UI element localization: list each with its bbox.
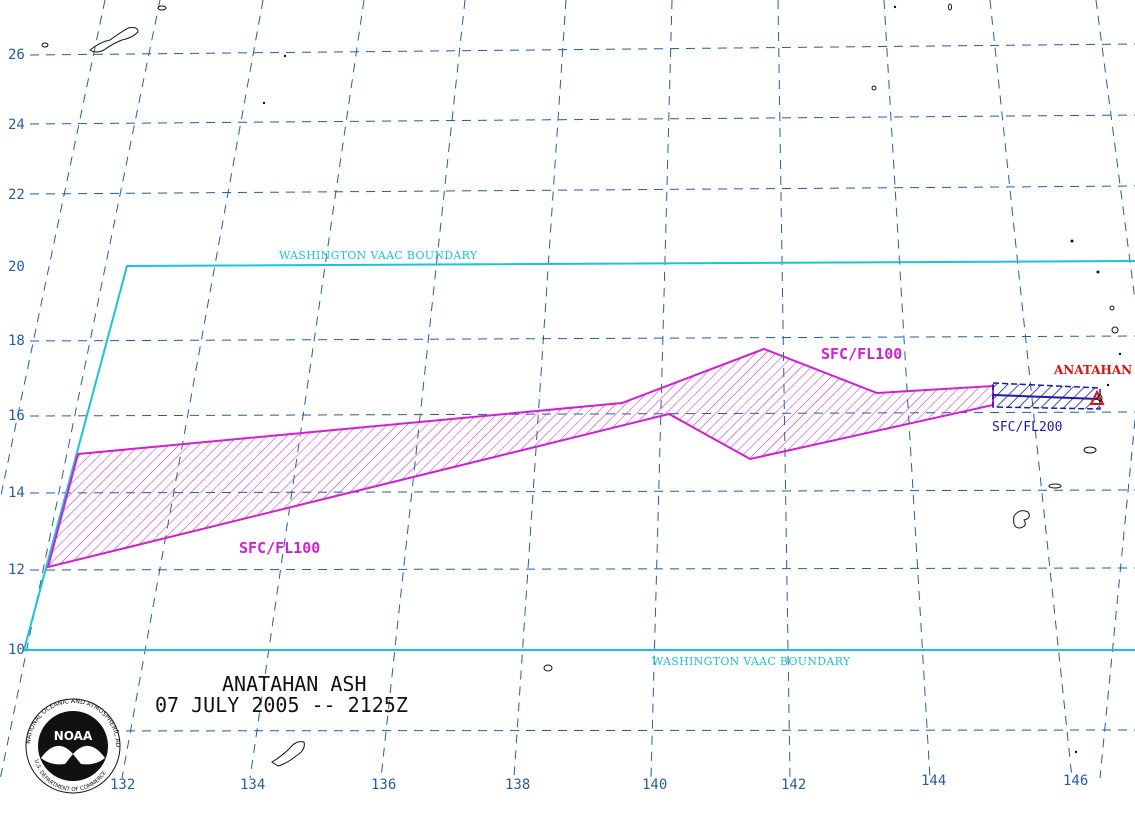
lon-label-140: 140: [642, 777, 668, 793]
ash-zone-label-fl200: SFC/FL200: [992, 420, 1063, 435]
lat-line-18: [29, 335, 1135, 342]
lat-line-8: [29, 729, 1135, 732]
island-2: [41, 42, 49, 48]
vaac-boundary-label-north: WASHINGTON VAAC BOUNDARY: [279, 249, 478, 262]
lon-label-138: 138: [505, 777, 531, 793]
lon-line-132: [121, 0, 264, 779]
ash-zone-label-west: SFC/FL100: [239, 539, 321, 557]
lon-label-144: 144: [921, 773, 947, 789]
island-3: [157, 5, 167, 11]
island-7: [1109, 305, 1115, 311]
lon-line-147: [1099, 419, 1135, 779]
ash-plume-axis: [992, 394, 1099, 400]
volcano-marker-icon: [1089, 389, 1105, 405]
island-8: [1083, 446, 1097, 454]
lat-label-20: 20: [8, 259, 25, 275]
lat-line-26: [29, 43, 1135, 56]
map-title: ANATAHAN ASH: [222, 672, 367, 696]
island-10: [1013, 510, 1030, 529]
ash-zone-sfc-fl200: [992, 382, 1101, 410]
lon-label-146: 146: [1063, 773, 1089, 789]
lon-line-144: [883, 0, 931, 779]
lon-line-131: [0, 0, 106, 501]
island-dots: [262, 5, 1122, 754]
noaa-logo: NATIONAL OCEANIC AND ATMOSPHERIC ADMINIS…: [16, 696, 121, 794]
lon-line-136: [380, 0, 466, 779]
island-1: [89, 27, 139, 53]
noaa-logo-text: NOAA: [54, 729, 93, 743]
island-5: [871, 85, 877, 91]
lon-line-148: [1095, 0, 1135, 301]
volcano-label: ANATAHAN: [1054, 363, 1133, 377]
lat-line-24: [29, 114, 1135, 125]
lat-line-12: [29, 567, 1135, 571]
lat-label-10: 10: [8, 642, 25, 658]
island-9: [1048, 483, 1062, 489]
lat-label-18: 18: [8, 333, 25, 349]
lon-label-132: 132: [110, 777, 136, 793]
ash-zone-sfc-fl100: [46, 347, 994, 569]
island-6: [1111, 326, 1119, 334]
lat-label-12: 12: [8, 562, 25, 578]
island-4: [948, 3, 952, 11]
map-date-time: 07 JULY 2005 -- 2125Z: [155, 693, 408, 717]
lat-line-22: [29, 185, 1135, 195]
lon-label-134: 134: [240, 777, 266, 793]
lat-label-26: 26: [8, 47, 25, 63]
island-11: [271, 741, 305, 767]
lon-label-142: 142: [781, 777, 807, 793]
ash-zone-label-east: SFC/FL100: [821, 345, 903, 363]
island-13: [1097, 394, 1103, 402]
lon-line-134: [249, 0, 365, 779]
lon-line-138: [513, 0, 567, 779]
lat-label-16: 16: [8, 408, 25, 424]
island-outlines: [41, 3, 1119, 767]
lon-label-136: 136: [371, 777, 397, 793]
vaac-boundary: [22, 260, 1135, 651]
lat-label-22: 22: [8, 187, 25, 203]
lat-label-24: 24: [8, 117, 25, 133]
vaac-boundary-label-south: WASHINGTON VAAC BOUNDARY: [652, 655, 851, 668]
lat-label-14: 14: [8, 485, 25, 501]
island-12: [543, 664, 553, 672]
